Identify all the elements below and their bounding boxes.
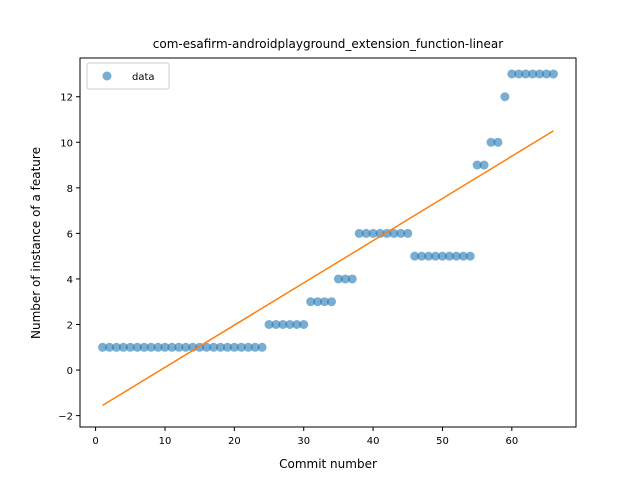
- data-point: [139, 342, 149, 352]
- data-point: [146, 342, 156, 352]
- y-tick-label: 2: [67, 321, 73, 332]
- data-point: [514, 69, 524, 79]
- legend-marker-data: [102, 71, 112, 81]
- data-point: [465, 251, 475, 261]
- data-point: [264, 320, 274, 329]
- data-point: [320, 297, 330, 307]
- data-point: [285, 320, 295, 329]
- data-point: [444, 251, 454, 261]
- axes-frame: [79, 57, 577, 428]
- chart-title: com-esafirm-androidplayground_extension_…: [153, 37, 504, 51]
- x-tick-label: 0: [92, 436, 98, 447]
- data-point: [361, 228, 371, 238]
- y-tick-label: 6: [67, 229, 73, 240]
- x-tick-label: 20: [228, 436, 241, 447]
- legend: data: [86, 62, 170, 90]
- x-tick-label: 10: [159, 436, 172, 447]
- data-point: [431, 251, 441, 261]
- data-point: [111, 342, 121, 352]
- data-point: [98, 342, 108, 352]
- data-point: [542, 69, 552, 79]
- data-point: [535, 69, 545, 79]
- data-point: [278, 320, 288, 329]
- data-point: [479, 160, 489, 170]
- data-point: [368, 228, 378, 238]
- data-point: [125, 342, 135, 352]
- legend-box: [86, 62, 170, 90]
- data-point: [521, 69, 531, 79]
- data-point: [292, 320, 302, 329]
- data-point: [243, 342, 253, 352]
- data-point: [451, 251, 461, 261]
- data-point: [229, 342, 239, 352]
- data-point: [174, 342, 184, 352]
- y-tick-label: 0: [67, 366, 73, 377]
- legend-label-data: data: [132, 72, 155, 83]
- data-point: [507, 69, 517, 79]
- data-point: [347, 274, 357, 284]
- y-tick-label: 10: [60, 138, 73, 149]
- data-point: [167, 342, 177, 352]
- y-tick-label: 8: [67, 184, 73, 195]
- data-point: [472, 160, 482, 170]
- data-point: [250, 342, 260, 352]
- data-point: [306, 297, 316, 307]
- x-axis-title: Commit number: [279, 457, 377, 471]
- data-point: [132, 342, 142, 352]
- data-point: [424, 251, 434, 261]
- data-point: [202, 342, 212, 352]
- data-point: [257, 342, 267, 352]
- data-point: [333, 274, 343, 284]
- data-point: [160, 342, 170, 352]
- y-tick-label: 12: [60, 93, 73, 104]
- y-axis-title: Number of instance of a feature: [29, 147, 43, 339]
- data-point: [222, 342, 232, 352]
- data-point: [340, 274, 350, 284]
- y-tick-label: 4: [67, 275, 73, 286]
- data-point: [417, 251, 427, 261]
- data-point: [458, 251, 468, 261]
- data-point: [299, 320, 309, 329]
- data-point: [396, 228, 406, 238]
- data-point: [104, 342, 114, 352]
- data-point: [181, 342, 191, 352]
- data-point: [500, 92, 510, 102]
- data-point: [528, 69, 538, 79]
- data-point: [236, 342, 246, 352]
- data-point: [354, 228, 364, 238]
- data-point: [410, 251, 420, 261]
- data-point: [548, 69, 558, 79]
- data-point: [313, 297, 323, 307]
- data-point: [437, 251, 447, 261]
- plot-area: 0 10 20 30 40 50 60 −2 0 2 4 6 8 10 12: [58, 57, 577, 447]
- data-point: [486, 137, 496, 147]
- data-point: [215, 342, 225, 352]
- data-point: [209, 342, 219, 352]
- data-point: [118, 342, 128, 352]
- x-tick-label: 30: [297, 436, 310, 447]
- data-point: [403, 228, 413, 238]
- data-point: [389, 228, 399, 238]
- data-point: [326, 297, 336, 307]
- fit-line: [102, 130, 554, 407]
- data-point: [493, 137, 503, 147]
- x-tick-label: 60: [505, 436, 518, 447]
- data-point: [153, 342, 163, 352]
- y-tick-label: −2: [58, 412, 73, 423]
- x-tick-label: 50: [436, 436, 449, 447]
- data-point: [271, 320, 281, 329]
- x-tick-label: 40: [367, 436, 380, 447]
